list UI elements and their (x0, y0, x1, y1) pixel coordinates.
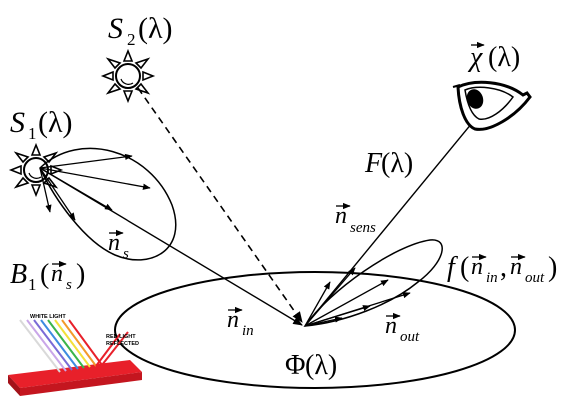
svg-text:n: n (385, 313, 397, 339)
svg-text:out: out (525, 270, 545, 286)
incident-ray-nin (39, 167, 303, 326)
inset-red-line2: REFLECTED (106, 341, 139, 347)
svg-text:1: 1 (28, 275, 37, 294)
svg-text:in: in (242, 323, 254, 339)
eye-icon (452, 80, 532, 131)
brdf-lobe (303, 239, 443, 327)
red-surface-front (8, 375, 20, 396)
red-surface-side (20, 372, 142, 396)
sensor-ray (304, 105, 487, 327)
label-chi: χ (λ) (467, 41, 520, 73)
svg-text:f: f (447, 252, 458, 283)
s2-dashed-ray (137, 87, 303, 323)
svg-text:,: , (500, 252, 507, 283)
svg-text:Φ: Φ (285, 350, 305, 381)
label-F: F (λ) (364, 148, 413, 179)
svg-text:): ) (548, 252, 557, 283)
sun-s2-icon (100, 48, 156, 104)
svg-text:s: s (66, 277, 72, 293)
svg-text:F: F (364, 148, 383, 179)
svg-text:in: in (486, 270, 498, 286)
inset-white-light: WHITE LIGHT (30, 314, 66, 320)
svg-text:(: ( (460, 252, 469, 283)
label-nout: n out (385, 312, 420, 345)
svg-text:(: ( (40, 259, 49, 290)
svg-text:χ: χ (467, 42, 483, 73)
svg-text:(λ): (λ) (305, 350, 337, 381)
label-s1: S 1 (λ) (10, 106, 73, 143)
svg-text:n: n (227, 307, 239, 333)
svg-text:2: 2 (127, 30, 136, 49)
light-rays (19, 319, 129, 373)
svg-text:(λ): (λ) (138, 12, 173, 45)
svg-text:(λ): (λ) (488, 42, 520, 73)
label-ns: n s (108, 229, 129, 262)
label-phi: Φ (λ) (285, 350, 337, 381)
inset-red-line1: RED LIGHT (106, 334, 136, 340)
svg-text:n: n (108, 230, 120, 256)
svg-text:): ) (76, 259, 85, 290)
label-s2: S 2 (λ) (108, 12, 173, 49)
s1-emission-lobe (39, 147, 177, 261)
reflection-inset: WHITE LIGHT RED LIGHT REFLECTED (8, 314, 142, 396)
svg-text:B: B (10, 259, 27, 290)
label-f-brdf: f ( n in , n out ) (447, 252, 557, 286)
label-nin: n in (227, 306, 254, 339)
red-surface-top (8, 360, 142, 388)
svg-text:(λ): (λ) (381, 148, 413, 179)
svg-text:n: n (335, 203, 347, 229)
label-B1: B 1 ( n s ) (10, 259, 85, 294)
svg-text:(λ): (λ) (38, 106, 73, 139)
svg-text:S: S (10, 106, 25, 139)
svg-text:n: n (51, 261, 63, 287)
svg-text:n: n (471, 254, 483, 280)
svg-text:n: n (510, 254, 522, 280)
svg-text:sens: sens (350, 220, 376, 236)
surface-ellipse (114, 271, 516, 389)
svg-text:S: S (108, 12, 123, 45)
svg-text:1: 1 (28, 124, 37, 143)
svg-text:s: s (123, 246, 129, 262)
label-nsens: n sens (335, 202, 376, 236)
svg-text:out: out (400, 329, 420, 345)
